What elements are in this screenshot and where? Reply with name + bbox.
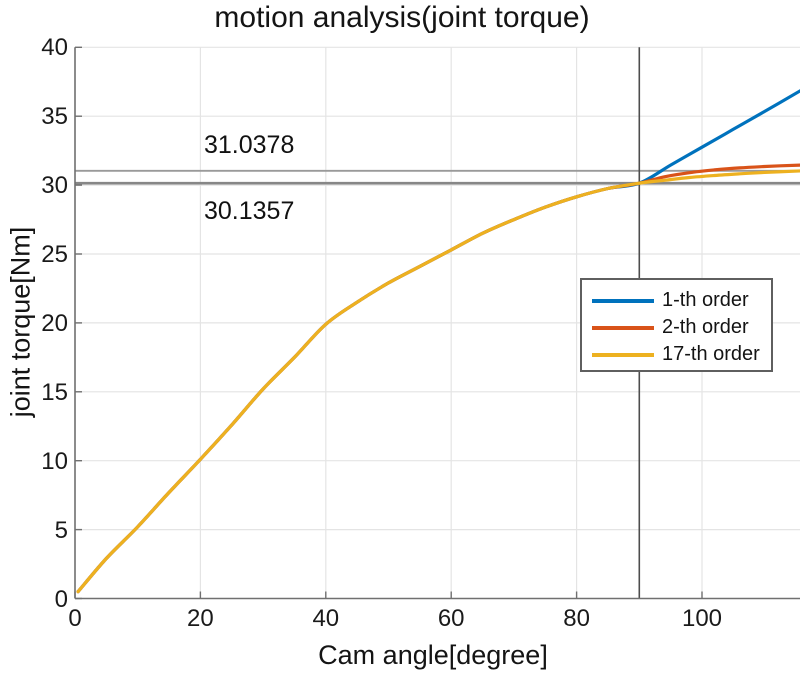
chart-title: motion analysis(joint torque) <box>214 1 590 34</box>
y-tick-label: 25 <box>41 241 68 268</box>
legend: 1-th order 2-th order 17-th order <box>580 278 773 372</box>
legend-item: 1-th order <box>592 287 771 314</box>
x-axis-label: Cam angle[degree] <box>318 640 548 670</box>
x-tick-label: 80 <box>563 605 590 632</box>
y-tick-label: 5 <box>54 516 68 544</box>
x-tick-label: 0 <box>68 605 82 632</box>
y-tick-label: 15 <box>41 378 68 406</box>
x-tick-label: 100 <box>681 605 723 632</box>
legend-label: 2-th order <box>662 316 749 338</box>
series-line-17-th-order <box>76 169 800 594</box>
legend-item: 2-th order <box>592 314 771 341</box>
legend-label: 17-th order <box>662 343 760 365</box>
x-tick-label: 60 <box>437 605 465 632</box>
y-tick-label: 30 <box>41 172 68 200</box>
legend-line-swatch <box>592 298 654 303</box>
y-tick-label: 35 <box>41 103 68 131</box>
legend-item: 17-th order <box>592 341 771 368</box>
y-tick-label: 20 <box>41 309 68 337</box>
y-tick-label: 10 <box>41 447 68 475</box>
x-tick-label: 20 <box>187 605 214 632</box>
legend-label: 1-th order <box>662 289 749 311</box>
upper-reference-value-label: 31.0378 <box>204 131 295 159</box>
x-tick-label: 40 <box>312 605 340 632</box>
y-tick-label: 0 <box>54 585 68 613</box>
series-line-2-th-order <box>76 163 800 594</box>
legend-line-swatch <box>592 352 654 357</box>
lower-reference-value-label: 30.1357 <box>204 197 295 225</box>
y-tick-label: 40 <box>41 34 68 62</box>
legend-line-swatch <box>592 325 654 330</box>
axes <box>74 46 800 600</box>
series-lines <box>76 89 800 594</box>
